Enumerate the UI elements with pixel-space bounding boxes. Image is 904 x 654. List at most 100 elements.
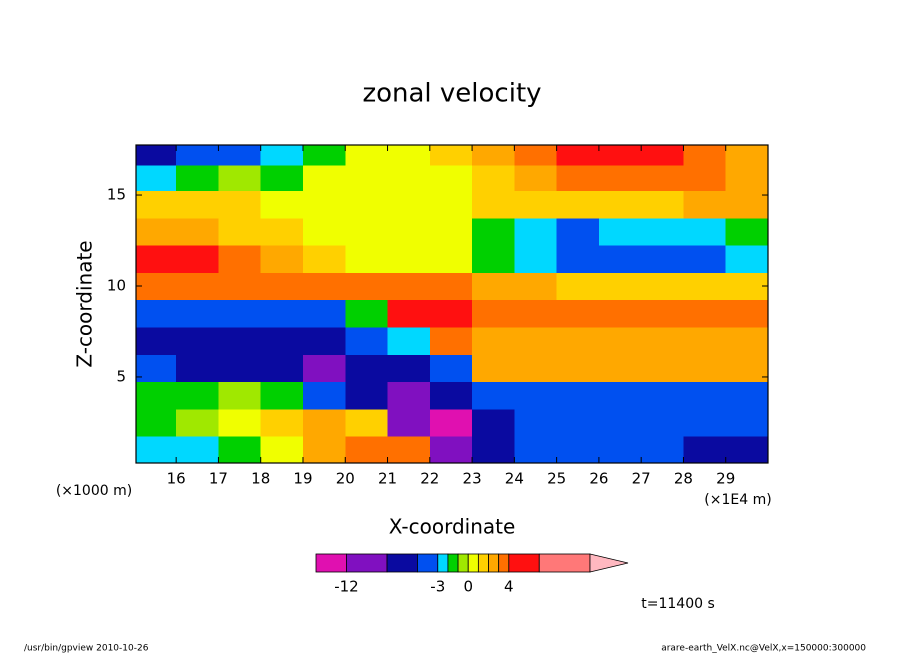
contour-cell <box>472 245 515 273</box>
contour-cell <box>683 436 727 464</box>
x-tick-label: 16 <box>167 470 186 488</box>
contour-cell <box>598 408 642 437</box>
contour-cell <box>556 145 600 166</box>
contour-cell <box>176 272 220 301</box>
contour-cell <box>218 217 262 246</box>
contour-cell <box>176 381 220 410</box>
contour-cell <box>429 245 473 273</box>
contour-cell <box>514 326 558 355</box>
contour-cell <box>387 272 431 301</box>
contour-cell <box>725 408 769 437</box>
contour-cell <box>556 245 600 273</box>
y-tick-label: 15 <box>107 186 126 204</box>
contour-field <box>136 145 769 464</box>
contour-cell <box>387 436 431 464</box>
contour-cell <box>218 408 262 437</box>
contour-cell <box>725 354 769 383</box>
contour-cell <box>345 408 389 437</box>
contour-cell <box>472 326 515 355</box>
contour-cell <box>176 326 220 355</box>
contour-cell <box>598 436 642 464</box>
contour-cell <box>641 245 685 273</box>
contour-cell <box>725 272 769 301</box>
contour-cell <box>725 326 769 355</box>
contour-cell <box>218 165 262 192</box>
contour-cell <box>136 326 177 355</box>
contour-cell <box>260 326 304 355</box>
contour-cell <box>302 326 346 355</box>
colorbar-box <box>498 553 510 573</box>
contour-cell <box>429 299 473 328</box>
contour-cell <box>302 299 346 328</box>
contour-cell <box>514 245 558 273</box>
contour-cell <box>641 436 685 464</box>
contour-cell <box>429 354 473 383</box>
contour-cell <box>725 217 769 246</box>
contour-cell <box>302 145 346 166</box>
contour-cell <box>429 436 473 464</box>
contour-cell <box>725 145 769 166</box>
contour-cell <box>641 217 685 246</box>
x-tick-label: 29 <box>716 470 735 488</box>
y-unit: (×1000 m) <box>56 483 132 499</box>
contour-cell <box>260 217 304 246</box>
contour-cell <box>556 326 600 355</box>
contour-cell <box>218 299 262 328</box>
contour-cell <box>387 354 431 383</box>
contour-cell <box>472 299 515 328</box>
contour-cell <box>387 299 431 328</box>
contour-cell <box>260 381 304 410</box>
contour-cell <box>641 354 685 383</box>
contour-cell <box>176 436 220 464</box>
y-axis-label: Z-coordinate <box>73 240 97 367</box>
contour-cell <box>683 145 727 166</box>
contour-cell <box>387 245 431 273</box>
contour-cell <box>725 245 769 273</box>
contour-cell <box>641 272 685 301</box>
contour-cell <box>387 190 431 219</box>
contour-cell <box>556 299 600 328</box>
contour-cell <box>302 165 346 192</box>
x-tick-label: 26 <box>589 470 608 488</box>
contour-cell <box>302 245 346 273</box>
contour-cell <box>514 217 558 246</box>
contour-cell <box>429 381 473 410</box>
contour-cell <box>472 190 515 219</box>
contour-cell <box>641 145 685 166</box>
contour-cell <box>136 217 177 246</box>
contour-cell <box>429 326 473 355</box>
contour-cell <box>218 145 262 166</box>
contour-cell <box>556 381 600 410</box>
contour-cell <box>345 165 389 192</box>
colorbar-box <box>467 553 479 573</box>
colorbar-box <box>417 553 439 573</box>
contour-cell <box>345 381 389 410</box>
contour-cell <box>176 217 220 246</box>
colorbar-box <box>346 553 388 573</box>
contour-cell <box>429 272 473 301</box>
contour-cell <box>556 217 600 246</box>
contour-cell <box>598 354 642 383</box>
contour-cell <box>387 217 431 246</box>
x-tick-label: 22 <box>420 470 439 488</box>
contour-cell <box>556 190 600 219</box>
contour-cell <box>598 145 642 166</box>
contour-cell <box>556 354 600 383</box>
contour-cell <box>472 165 515 192</box>
colorbar-extension <box>589 553 629 573</box>
contour-cell <box>641 326 685 355</box>
contour-cell <box>683 299 727 328</box>
contour-cell <box>429 165 473 192</box>
contour-cell <box>218 436 262 464</box>
contour-cell <box>260 245 304 273</box>
contour-cell <box>683 408 727 437</box>
footer-right: arare-earth_VelX.nc@VelX,x=150000:300000 <box>661 644 866 654</box>
contour-cell <box>176 165 220 192</box>
contour-cell <box>641 190 685 219</box>
contour-cell <box>683 272 727 301</box>
contour-cell <box>345 326 389 355</box>
contour-cell <box>302 272 346 301</box>
contour-cell <box>136 354 177 383</box>
contour-cell <box>556 436 600 464</box>
contour-cell <box>472 381 515 410</box>
